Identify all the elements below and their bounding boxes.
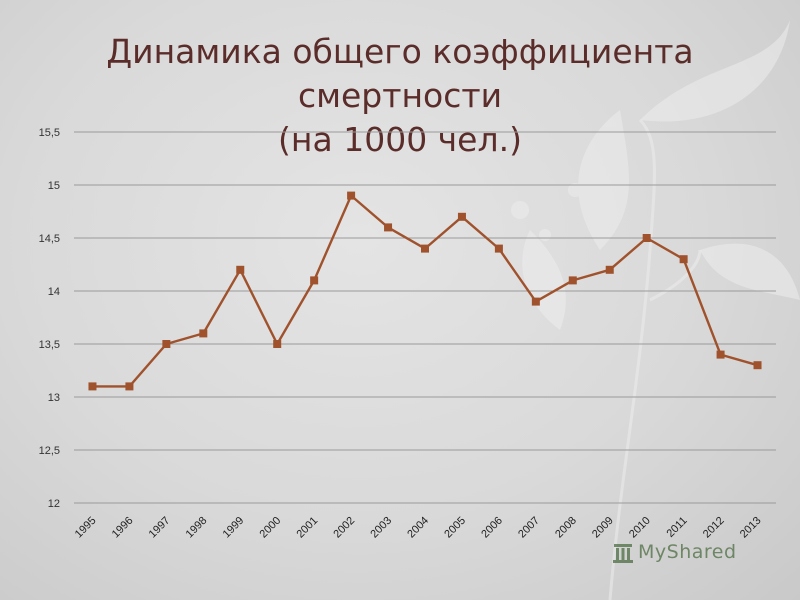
data-point [162, 340, 171, 348]
y-tick-label: 12 [48, 498, 60, 510]
data-point [753, 361, 762, 370]
y-tick-label: 14,5 [39, 233, 60, 245]
x-tick-label: 2006 [479, 515, 505, 541]
y-axis-ticks: 12 12,5 13 13,5 14 14,5 15 15,5 [39, 127, 60, 510]
series-markers [88, 191, 762, 391]
x-tick-label: 2013 [738, 515, 764, 541]
chart-title-line2: (на 1000 чел.) [278, 120, 522, 159]
data-point [568, 276, 577, 285]
x-tick-label: 1999 [221, 515, 247, 541]
data-point [457, 212, 466, 221]
x-tick-label: 2002 [331, 515, 357, 541]
x-tick-label: 1998 [184, 515, 210, 541]
x-tick-label: 2001 [294, 515, 320, 541]
data-point [310, 276, 319, 285]
data-point [421, 244, 429, 253]
data-point [716, 350, 725, 359]
x-tick-label: 2000 [258, 515, 284, 541]
data-point [642, 234, 651, 242]
x-tick-label: 2008 [553, 515, 579, 541]
x-tick-label: 2012 [701, 515, 727, 541]
data-point [273, 340, 282, 348]
y-tick-label: 13,5 [39, 339, 60, 351]
x-tick-label: 2004 [405, 515, 431, 541]
data-point [531, 297, 540, 306]
y-tick-label: 12,5 [39, 445, 60, 457]
data-point [347, 191, 356, 200]
data-point [679, 255, 688, 264]
y-tick-label: 14 [48, 286, 60, 298]
chart-title: Динамика общего коэффициента смертности … [0, 30, 800, 162]
data-point [88, 382, 97, 391]
chart-title-line1: Динамика общего коэффициента смертности [106, 32, 694, 115]
data-point [125, 382, 134, 391]
x-tick-label: 2010 [627, 515, 653, 541]
x-tick-label: 2003 [368, 515, 394, 541]
y-tick-label: 13 [48, 392, 60, 404]
x-tick-label: 2009 [590, 515, 616, 541]
x-tick-label: 1996 [110, 515, 136, 541]
watermark: MyShared [612, 540, 737, 564]
data-point [605, 265, 614, 274]
x-tick-label: 2005 [442, 515, 468, 541]
y-tick-label: 15,5 [39, 127, 60, 139]
y-tick-label: 15 [48, 180, 60, 192]
data-point [494, 244, 503, 253]
x-tick-label: 1995 [73, 515, 99, 541]
data-point [236, 265, 245, 274]
building-icon [612, 540, 634, 564]
watermark-text: MyShared [638, 541, 737, 563]
grid-lines [74, 131, 776, 504]
data-point [384, 223, 393, 232]
x-tick-label: 2007 [516, 515, 542, 541]
x-axis-ticks: 1995 1996 1997 1998 1999 2000 2001 2002 2003 2004… [73, 515, 764, 541]
x-tick-label: 1997 [147, 515, 173, 541]
data-point [199, 329, 208, 338]
x-tick-label: 2011 [665, 515, 690, 540]
